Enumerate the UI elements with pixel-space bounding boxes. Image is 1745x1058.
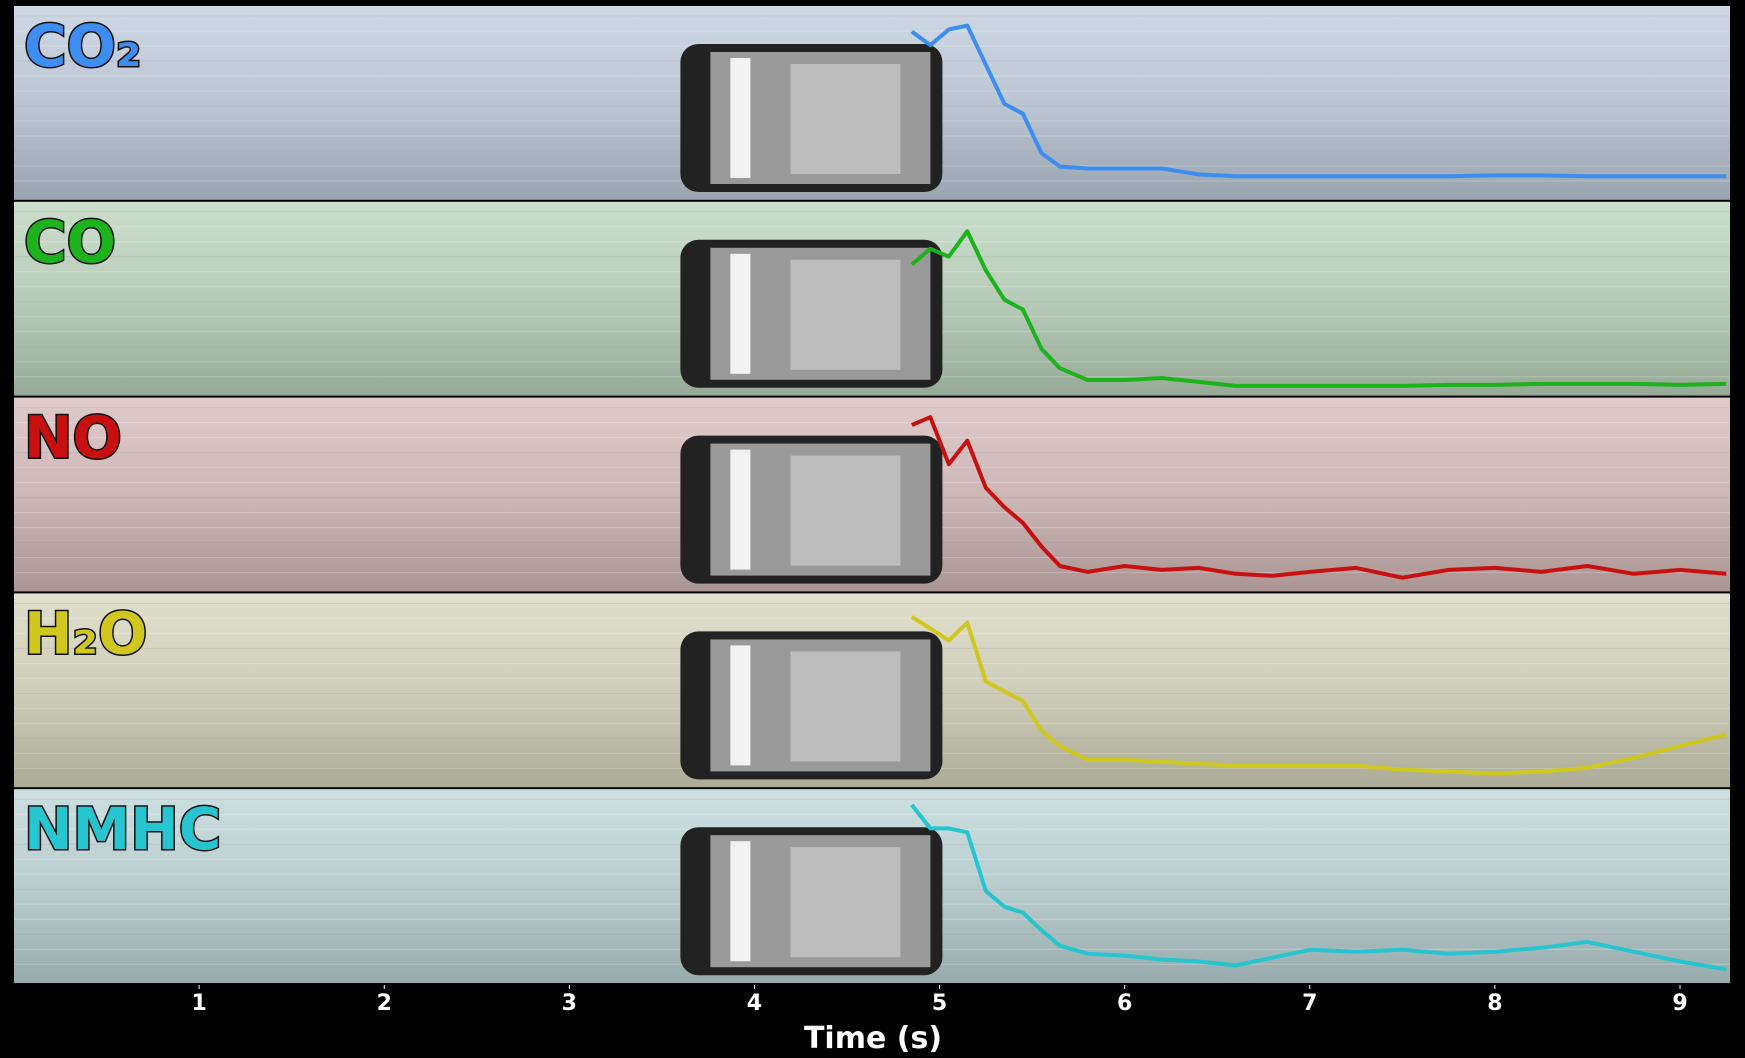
x-tick-label: 2 xyxy=(377,991,392,1016)
device-face xyxy=(730,841,750,961)
x-tick-label: 8 xyxy=(1487,991,1502,1016)
x-axis-title: Time (s) xyxy=(804,1021,942,1056)
device-face xyxy=(790,456,900,566)
legend-label: CO xyxy=(24,208,116,276)
device-face xyxy=(730,254,750,374)
device-face xyxy=(790,651,900,761)
x-tick-label: 7 xyxy=(1302,991,1317,1016)
device-face xyxy=(730,58,750,178)
chart: Time (s) 1 2 3 4 5 6 7 8 9 CO₂ CO NO H₂O NMHC xyxy=(0,0,1745,1058)
x-tick-label: 5 xyxy=(932,991,947,1016)
legend-label: NO xyxy=(24,404,122,472)
x-tick-label: 1 xyxy=(191,991,206,1016)
device-face xyxy=(730,645,750,765)
device-face xyxy=(730,450,750,570)
legend-label: CO₂ xyxy=(24,12,141,80)
legend-label: NMHC xyxy=(24,795,221,863)
x-tick-label: 3 xyxy=(562,991,577,1016)
device-face xyxy=(790,847,900,957)
device-face xyxy=(790,64,900,174)
x-tick-label: 4 xyxy=(747,991,762,1016)
x-tick-label: 9 xyxy=(1672,991,1687,1016)
x-tick-label: 6 xyxy=(1117,991,1132,1016)
device-face xyxy=(790,260,900,370)
legend-label: H₂O xyxy=(24,599,147,667)
